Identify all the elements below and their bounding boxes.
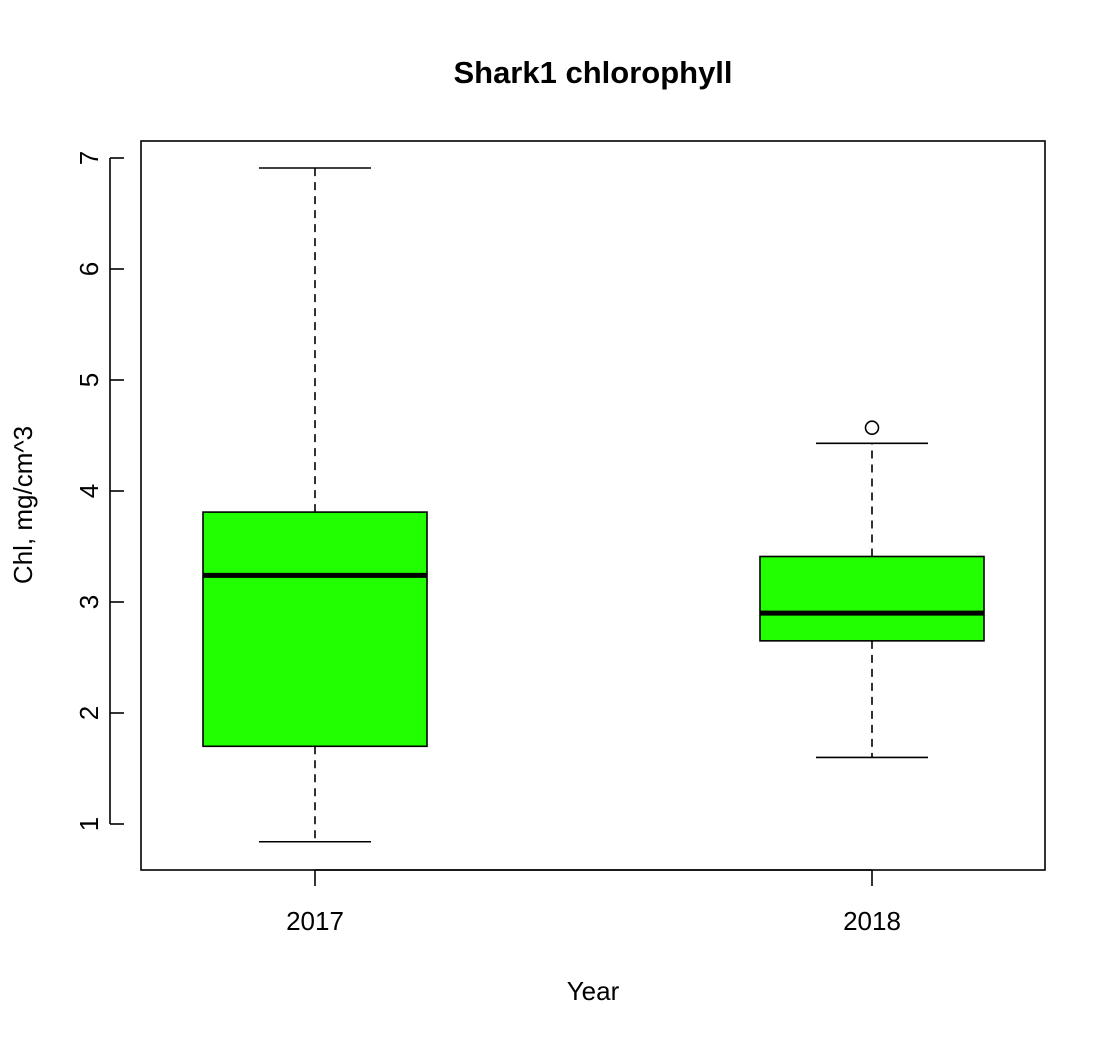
boxes-group [202, 167, 985, 843]
iqr-box [759, 555, 985, 642]
y-axis: 1 2 3 4 5 6 7 [74, 151, 124, 831]
box-2018 [759, 420, 985, 759]
box-2017 [202, 167, 428, 843]
iqr-box [202, 511, 428, 748]
chart-title: Shark1 chlorophyll [453, 55, 732, 90]
x-tick-label: 2018 [843, 906, 901, 936]
plot-frame [140, 140, 1046, 871]
outlier-point [864, 420, 880, 436]
y-tick-label: 4 [74, 484, 104, 498]
y-tick-label: 6 [74, 262, 104, 276]
y-tick-label: 1 [74, 817, 104, 831]
y-axis-label: Chl, mg/cm^3 [8, 426, 38, 584]
y-tick-label: 3 [74, 595, 104, 609]
y-tick-label: 7 [74, 151, 104, 165]
x-axis-label: Year [567, 976, 620, 1006]
x-tick-label: 2017 [286, 906, 344, 936]
y-tick-label: 2 [74, 706, 104, 720]
x-axis: 2017 2018 [286, 869, 901, 936]
y-tick-label: 5 [74, 373, 104, 387]
